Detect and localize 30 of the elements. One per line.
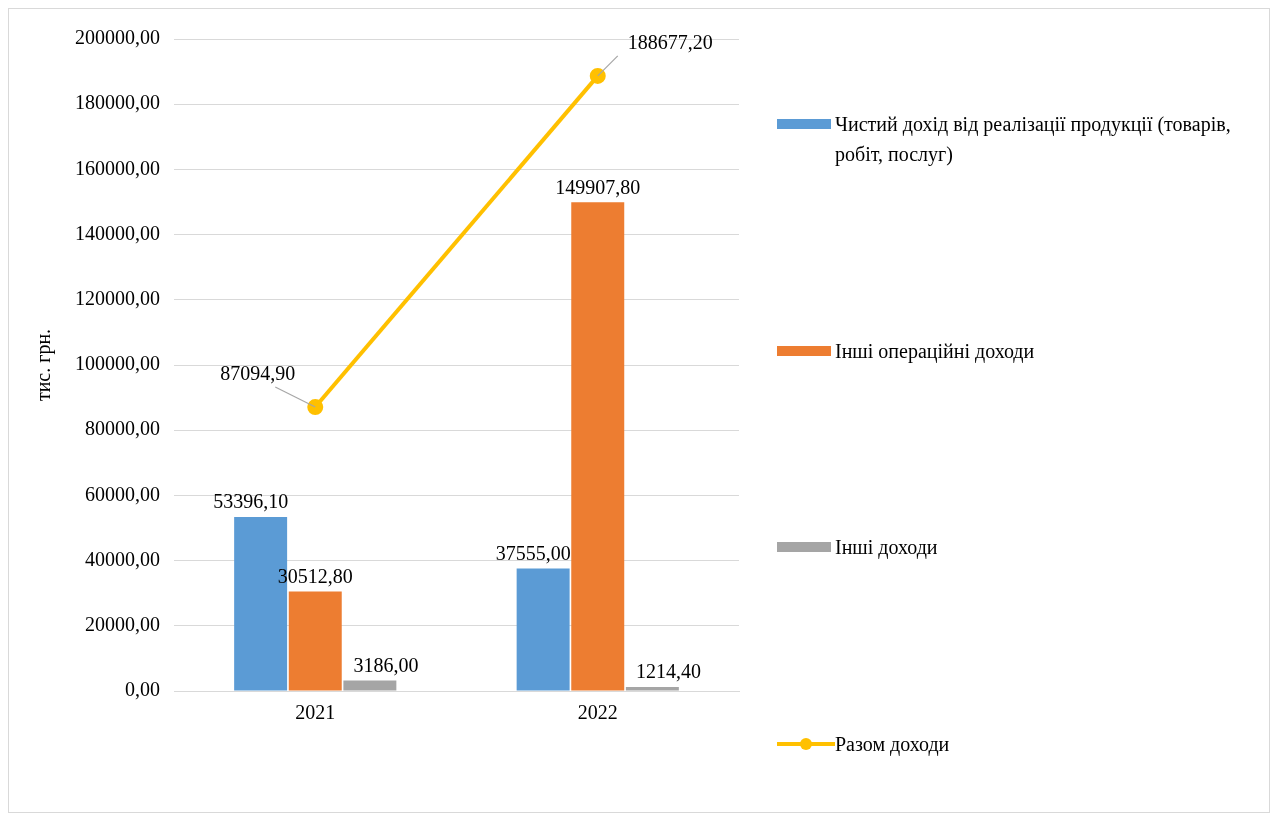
y-tick-label: 80000,00 xyxy=(85,417,160,440)
y-tick-label: 20000,00 xyxy=(85,613,160,636)
data-label: 188677,20 xyxy=(627,31,713,54)
y-tick-label: 180000,00 xyxy=(75,91,160,114)
y-tick-label: 100000,00 xyxy=(75,352,160,375)
data-label: 53396,10 xyxy=(213,490,289,513)
data-label: 87094,90 xyxy=(220,362,296,385)
y-tick-label: 0,00 xyxy=(125,678,160,701)
y-tick-label: 140000,00 xyxy=(75,221,160,244)
bar xyxy=(571,202,625,691)
y-tick-label: 160000,00 xyxy=(75,156,160,179)
bar xyxy=(343,680,397,691)
x-tick-label: 2021 xyxy=(295,701,336,724)
y-tick-label: 40000,00 xyxy=(85,547,160,570)
legend-label: Інші операційні доходи xyxy=(835,338,1035,365)
x-tick-label: 2022 xyxy=(577,701,618,724)
data-label: 1214,40 xyxy=(636,660,702,683)
legend-label: Інші доходи xyxy=(835,535,938,561)
data-label: 3186,00 xyxy=(353,653,419,676)
legend-label: Разом доходи xyxy=(835,731,950,758)
bar xyxy=(625,687,679,691)
y-tick-label: 200000,00 xyxy=(75,26,160,49)
data-label: 149907,80 xyxy=(555,175,641,198)
legend-label: Чистий дохід від реалізації продукції (товарів, робіт, послуг) xyxy=(835,112,1232,168)
bar xyxy=(288,591,342,691)
bar xyxy=(516,568,570,691)
y-tick-label: 120000,00 xyxy=(75,287,160,310)
y-axis-title: тис. грн. xyxy=(32,328,56,402)
data-label: 37555,00 xyxy=(495,541,571,564)
y-tick-label: 60000,00 xyxy=(85,482,160,505)
